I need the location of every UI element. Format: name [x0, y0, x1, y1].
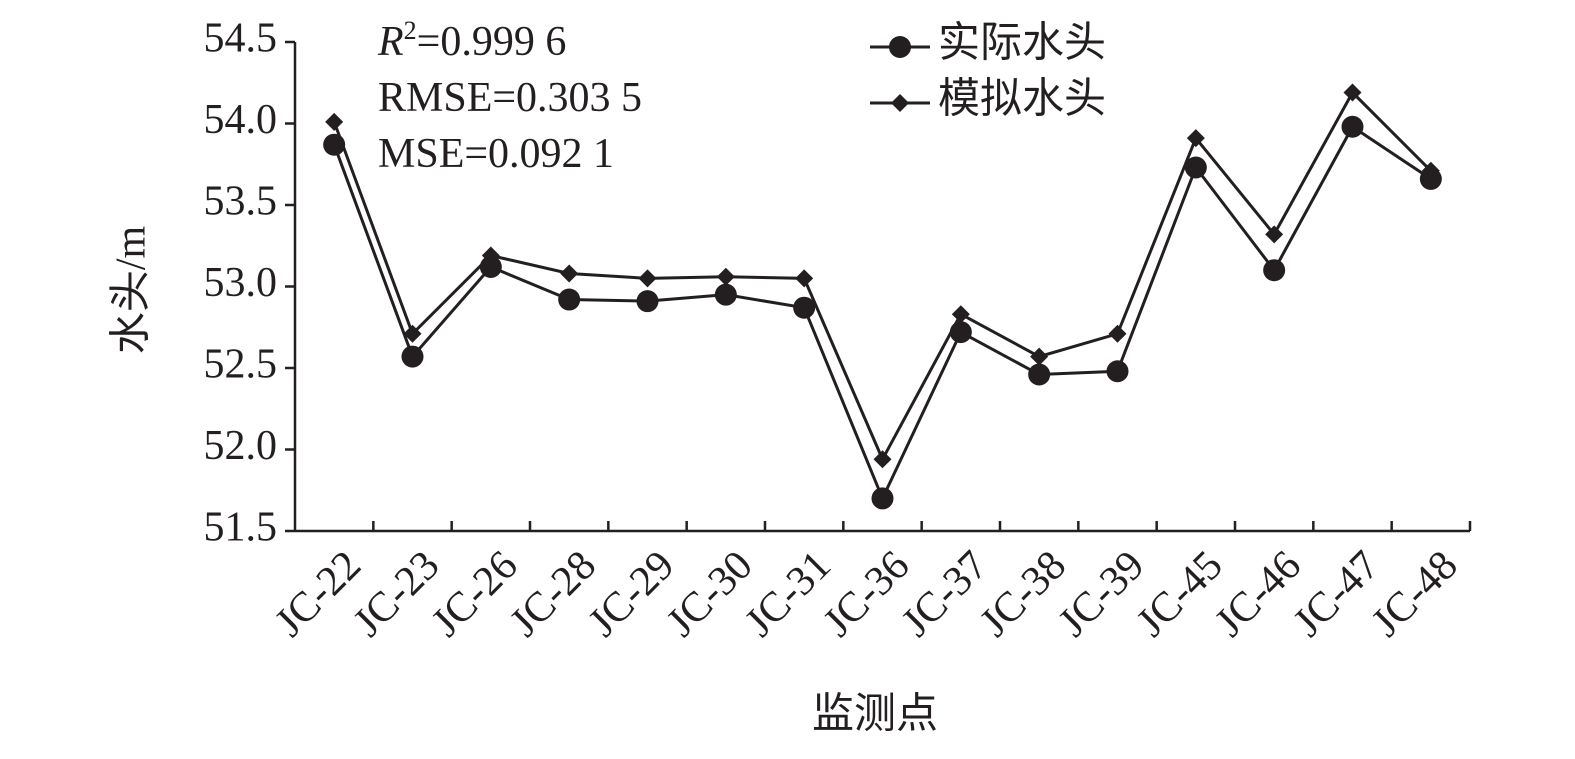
y-tick-label: 53.5 — [204, 179, 278, 225]
data-point — [401, 345, 424, 368]
data-point — [1106, 360, 1129, 383]
y-tick-label: 52.5 — [204, 342, 278, 388]
x-tick-label: JC-28 — [502, 542, 605, 645]
data-point — [403, 324, 422, 343]
data-point — [716, 267, 735, 286]
data-point — [1028, 363, 1051, 386]
x-axis-label: 监测点 — [812, 692, 938, 738]
data-point — [481, 246, 500, 265]
annotation: RMSE=0.303 5 — [378, 75, 642, 121]
x-tick-label: JC-23 — [345, 542, 448, 645]
x-tick-label: JC-26 — [423, 542, 526, 645]
y-tick-label: 54.0 — [204, 97, 278, 143]
data-point — [638, 269, 657, 288]
data-point — [714, 283, 737, 306]
data-point — [560, 264, 579, 283]
data-point — [793, 296, 816, 319]
x-tick-label: JC-31 — [737, 542, 840, 645]
x-tick-label: JC-30 — [658, 542, 761, 645]
data-point — [1108, 324, 1127, 343]
data-point — [1263, 259, 1286, 282]
legend-marker — [891, 94, 909, 112]
x-tick-label: JC-22 — [267, 542, 370, 645]
data-point — [1184, 156, 1207, 179]
x-tick-label: JC-29 — [580, 542, 683, 645]
data-point — [949, 321, 972, 344]
x-tick-label: JC-39 — [1050, 542, 1153, 645]
y-axis-label: 水头/m — [109, 226, 155, 355]
annotation-part: R — [377, 19, 404, 65]
x-tick-label: JC-38 — [972, 542, 1075, 645]
data-point — [325, 112, 344, 131]
y-tick-label: 53.0 — [204, 260, 278, 306]
data-point — [636, 290, 659, 313]
legend-label: 实际水头 — [938, 20, 1106, 67]
data-point — [1186, 129, 1205, 148]
x-tick-label: JC-47 — [1285, 542, 1388, 645]
data-point — [1030, 347, 1049, 366]
legend-label: 模拟水头 — [938, 77, 1106, 123]
annotation-part: 2 — [404, 16, 417, 45]
legend-marker — [889, 36, 911, 58]
data-point — [795, 269, 814, 288]
x-tick-label: JC-48 — [1363, 542, 1466, 645]
x-tick-label: JC-46 — [1207, 542, 1310, 645]
data-point — [1341, 115, 1364, 138]
data-point — [1421, 161, 1440, 180]
annotation-part: RMSE=0.303 5 — [378, 75, 642, 121]
annotation-part: =0.999 6 — [417, 19, 567, 65]
x-tick-label: JC-37 — [893, 542, 996, 645]
data-point — [558, 288, 581, 311]
data-point — [871, 487, 894, 510]
x-tick-label: JC-36 — [815, 542, 918, 645]
y-tick-label: 54.5 — [204, 16, 278, 62]
y-tick-label: 51.5 — [204, 505, 278, 551]
x-tick-label: JC-45 — [1128, 542, 1231, 645]
series-line — [332, 124, 1432, 503]
annotation-part: MSE=0.092 1 — [378, 131, 614, 177]
annotation: R2=0.999 6 — [377, 16, 566, 65]
data-point — [873, 450, 892, 469]
data-point — [1265, 225, 1284, 244]
data-point — [1343, 83, 1362, 102]
annotation: MSE=0.092 1 — [378, 131, 614, 177]
data-point — [951, 305, 970, 324]
y-tick-label: 52.0 — [204, 423, 278, 469]
